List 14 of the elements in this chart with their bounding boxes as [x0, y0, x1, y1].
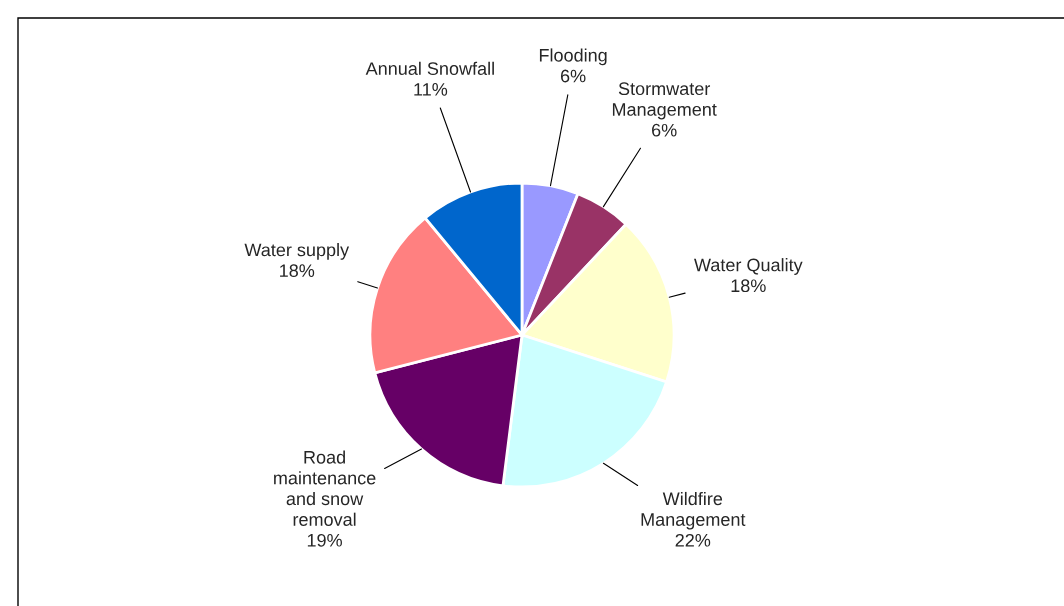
slice-label: Road maintenance and snow removal [274, 450, 376, 526]
data-label: 19% [307, 533, 342, 547]
slice-label: Water Quality [694, 258, 803, 275]
slice-label: Flooding [539, 48, 607, 66]
data-label: 18% [731, 279, 766, 293]
data-label: 18% [280, 264, 315, 278]
slice-label: Stormwater Management [612, 82, 717, 120]
slice-label: Annual Snowfall [365, 61, 494, 75]
slice-label: Water supply [244, 243, 350, 260]
slice-label: Wildfire Management [641, 491, 746, 530]
data-label: 11% [414, 83, 448, 96]
data-label: 6% [652, 123, 677, 137]
data-label: 6% [560, 69, 586, 83]
data-label: 22% [675, 533, 711, 547]
